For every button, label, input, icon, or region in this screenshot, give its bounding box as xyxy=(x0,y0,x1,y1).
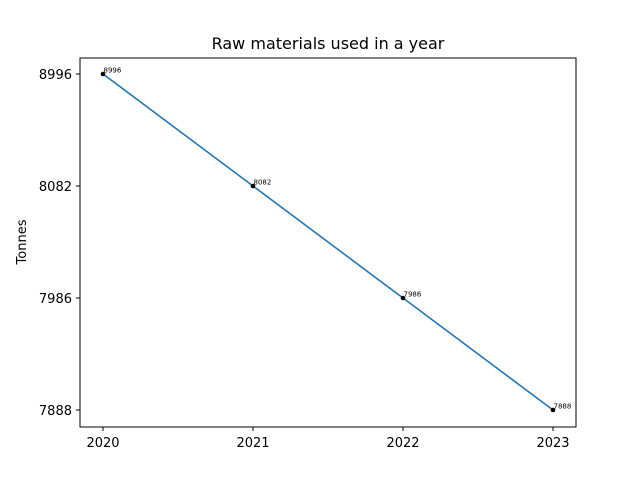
y-tick-label: 7986 xyxy=(39,292,72,307)
x-tick-label: 2020 xyxy=(86,436,119,451)
plot-area: 2020 2021 2022 2023 8996 8082 7986 7888 8996 8082… xyxy=(39,57,577,451)
data-label: 7986 xyxy=(404,291,422,299)
x-tick-label: 2023 xyxy=(536,436,569,451)
x-tick-label: 2021 xyxy=(236,436,269,451)
data-label: 8082 xyxy=(254,179,272,187)
data-point xyxy=(400,295,406,301)
data-point xyxy=(250,183,256,189)
data-point xyxy=(100,71,106,77)
x-tick-label: 2022 xyxy=(386,436,419,451)
data-label: 7888 xyxy=(554,403,572,411)
series-line xyxy=(102,73,554,411)
chart-title: Raw materials used in a year xyxy=(212,34,445,53)
y-tick-label: 8996 xyxy=(39,68,72,83)
data-point xyxy=(550,407,556,413)
y-tick-label: 7888 xyxy=(39,404,72,419)
y-tick-label: 8082 xyxy=(39,180,72,195)
y-axis-label: Tonnes xyxy=(15,219,30,265)
data-label: 8996 xyxy=(104,67,122,75)
plot-frame xyxy=(79,57,577,428)
